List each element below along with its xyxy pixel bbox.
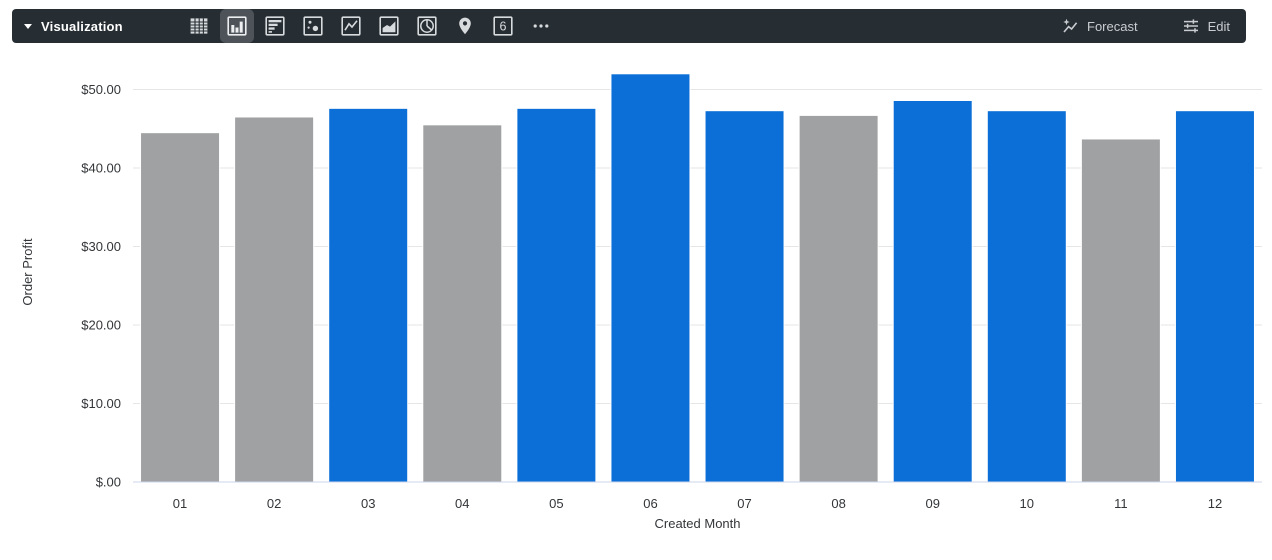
bar-month-05[interactable] xyxy=(516,107,597,483)
chart-type-pie[interactable] xyxy=(415,14,439,38)
x-tick-label: 03 xyxy=(361,496,375,511)
y-tick-label: $40.00 xyxy=(81,161,121,176)
column-chart-icon xyxy=(227,16,247,36)
bar-month-07[interactable] xyxy=(704,110,785,483)
x-tick-label: 08 xyxy=(831,496,845,511)
bar-month-12[interactable] xyxy=(1174,110,1255,483)
chart-type-column[interactable] xyxy=(224,14,249,38)
x-tick-label: 01 xyxy=(173,496,187,511)
map-pin-icon xyxy=(459,17,471,35)
bar-chart-icon xyxy=(265,16,285,36)
visualization-toolbar: Visualization xyxy=(12,9,1246,43)
y-tick-label: $30.00 xyxy=(81,239,121,254)
y-tick-label: $.00 xyxy=(96,475,121,490)
line-chart-icon xyxy=(341,16,361,36)
forecast-icon xyxy=(1063,18,1078,33)
bar-month-10[interactable] xyxy=(986,110,1067,483)
chevron-down-icon xyxy=(24,23,32,29)
x-tick-label: 05 xyxy=(549,496,563,511)
bar-month-08[interactable] xyxy=(798,114,879,483)
chart-type-table[interactable] xyxy=(187,14,211,38)
x-axis-title: Created Month xyxy=(655,516,741,531)
visualization-dropdown[interactable]: Visualization xyxy=(24,19,123,34)
x-tick-label: 12 xyxy=(1208,496,1222,511)
chart-type-single-value[interactable]: 6 xyxy=(491,14,515,38)
x-tick-label: 10 xyxy=(1020,496,1034,511)
x-tick-label: 02 xyxy=(267,496,281,511)
x-tick-label: 11 xyxy=(1114,496,1128,511)
chart-type-bar[interactable] xyxy=(263,14,287,38)
bar-month-11[interactable] xyxy=(1080,138,1161,483)
single-value-icon: 6 xyxy=(493,16,513,36)
bar-month-03[interactable] xyxy=(328,107,409,483)
area-chart-icon xyxy=(379,16,399,36)
bar-month-04[interactable] xyxy=(422,124,503,483)
bar-month-02[interactable] xyxy=(234,116,315,483)
toolbar-actions: Forecast Edit xyxy=(1061,17,1234,35)
x-tick-label: 09 xyxy=(925,496,939,511)
x-tick-label: 07 xyxy=(737,496,751,511)
more-options-icon xyxy=(533,24,549,28)
chart-type-map[interactable] xyxy=(453,14,477,38)
pie-chart-icon xyxy=(417,16,437,36)
chart-type-scatterplot[interactable] xyxy=(301,14,325,38)
chart-type-more[interactable] xyxy=(529,14,553,38)
single-value-glyph: 6 xyxy=(499,20,506,34)
x-tick-label: 04 xyxy=(455,496,469,511)
table-icon xyxy=(190,18,208,34)
x-tick-label: 06 xyxy=(643,496,657,511)
y-tick-label: $50.00 xyxy=(81,82,121,97)
bar-month-09[interactable] xyxy=(892,99,973,483)
bar-month-06[interactable] xyxy=(610,73,691,483)
scatterplot-icon xyxy=(303,16,323,36)
chart-type-line[interactable] xyxy=(339,14,363,38)
y-tick-label: $10.00 xyxy=(81,396,121,411)
forecast-label: Forecast xyxy=(1087,18,1138,34)
chart-type-switcher: 6 xyxy=(187,14,553,38)
edit-label: Edit xyxy=(1207,18,1230,34)
edit-button[interactable]: Edit xyxy=(1182,17,1230,35)
bar-month-01[interactable] xyxy=(140,132,221,483)
y-axis-title: Order Profit xyxy=(20,238,35,306)
edit-settings-icon xyxy=(1183,19,1198,33)
forecast-button[interactable]: Forecast xyxy=(1061,17,1138,35)
chart-type-area[interactable] xyxy=(377,14,401,38)
y-tick-label: $20.00 xyxy=(81,318,121,333)
visualization-label: Visualization xyxy=(41,18,123,34)
